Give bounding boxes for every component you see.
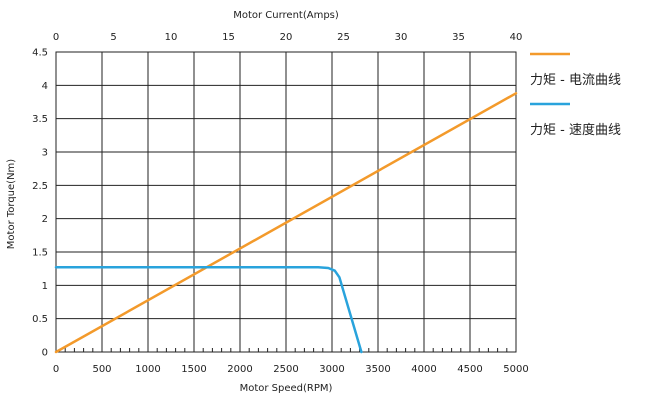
bottom-tick-label: 4500 [457, 364, 482, 375]
top-tick-label: 20 [280, 32, 293, 43]
series-line-torque-current [54, 92, 518, 354]
minor-ticks [55, 348, 517, 352]
top-tick-label: 35 [452, 32, 465, 43]
bottom-tick-label: 1000 [135, 364, 160, 375]
bottom-tick-label: 2000 [227, 364, 252, 375]
left-tick-label: 3.5 [32, 114, 48, 125]
top-tick-label: 15 [222, 32, 235, 43]
left-tick-label: 3 [42, 148, 48, 159]
top-tick-label: 25 [337, 32, 350, 43]
bottom-tick-label: 0 [53, 364, 59, 375]
bottom-axis-title: Motor Speed(RPM) [240, 383, 333, 394]
left-axis-title: Motor Torque(Nm) [6, 159, 17, 249]
legend-label-torque-speed: 力矩 - 速度曲线 [530, 122, 621, 138]
top-axis-title: Motor Current(Amps) [233, 10, 339, 21]
bottom-axis-ticks: 0 500 1000 1500 2000 2500 3000 3500 4000 4500 5000 [53, 364, 529, 375]
left-tick-label: 0 [42, 348, 48, 359]
series-line-torque-speed [54, 266, 363, 354]
left-tick-label: 2 [42, 214, 48, 225]
left-tick-label: 1 [42, 281, 48, 292]
bottom-tick-label: 500 [92, 364, 111, 375]
top-tick-label: 40 [510, 32, 523, 43]
left-tick-label: 4.5 [32, 48, 48, 59]
bottom-tick-label: 5000 [503, 364, 528, 375]
series-lines [54, 92, 518, 354]
left-tick-label: 0.5 [32, 314, 48, 325]
top-tick-label: 30 [395, 32, 408, 43]
top-axis-ticks: 0 5 10 15 20 25 30 35 40 [53, 32, 523, 43]
left-axis-ticks: 0 0.5 1 1.5 2 2.5 3 3.5 4 4.5 [32, 48, 48, 359]
legend: 力矩 - 电流曲线 力矩 - 速度曲线 [530, 52, 621, 138]
bottom-tick-label: 3000 [319, 364, 344, 375]
top-tick-label: 5 [110, 32, 116, 43]
left-tick-label: 4 [42, 81, 48, 92]
bottom-tick-label: 1500 [181, 364, 206, 375]
top-tick-label: 10 [165, 32, 178, 43]
legend-label-torque-current: 力矩 - 电流曲线 [530, 73, 621, 88]
bottom-tick-label: 2500 [273, 364, 298, 375]
grid-lines [55, 51, 517, 353]
left-tick-label: 2.5 [32, 181, 48, 192]
bottom-tick-label: 3500 [365, 364, 390, 375]
top-tick-label: 0 [53, 32, 59, 43]
left-tick-label: 1.5 [32, 248, 48, 259]
bottom-tick-label: 4000 [411, 364, 436, 375]
